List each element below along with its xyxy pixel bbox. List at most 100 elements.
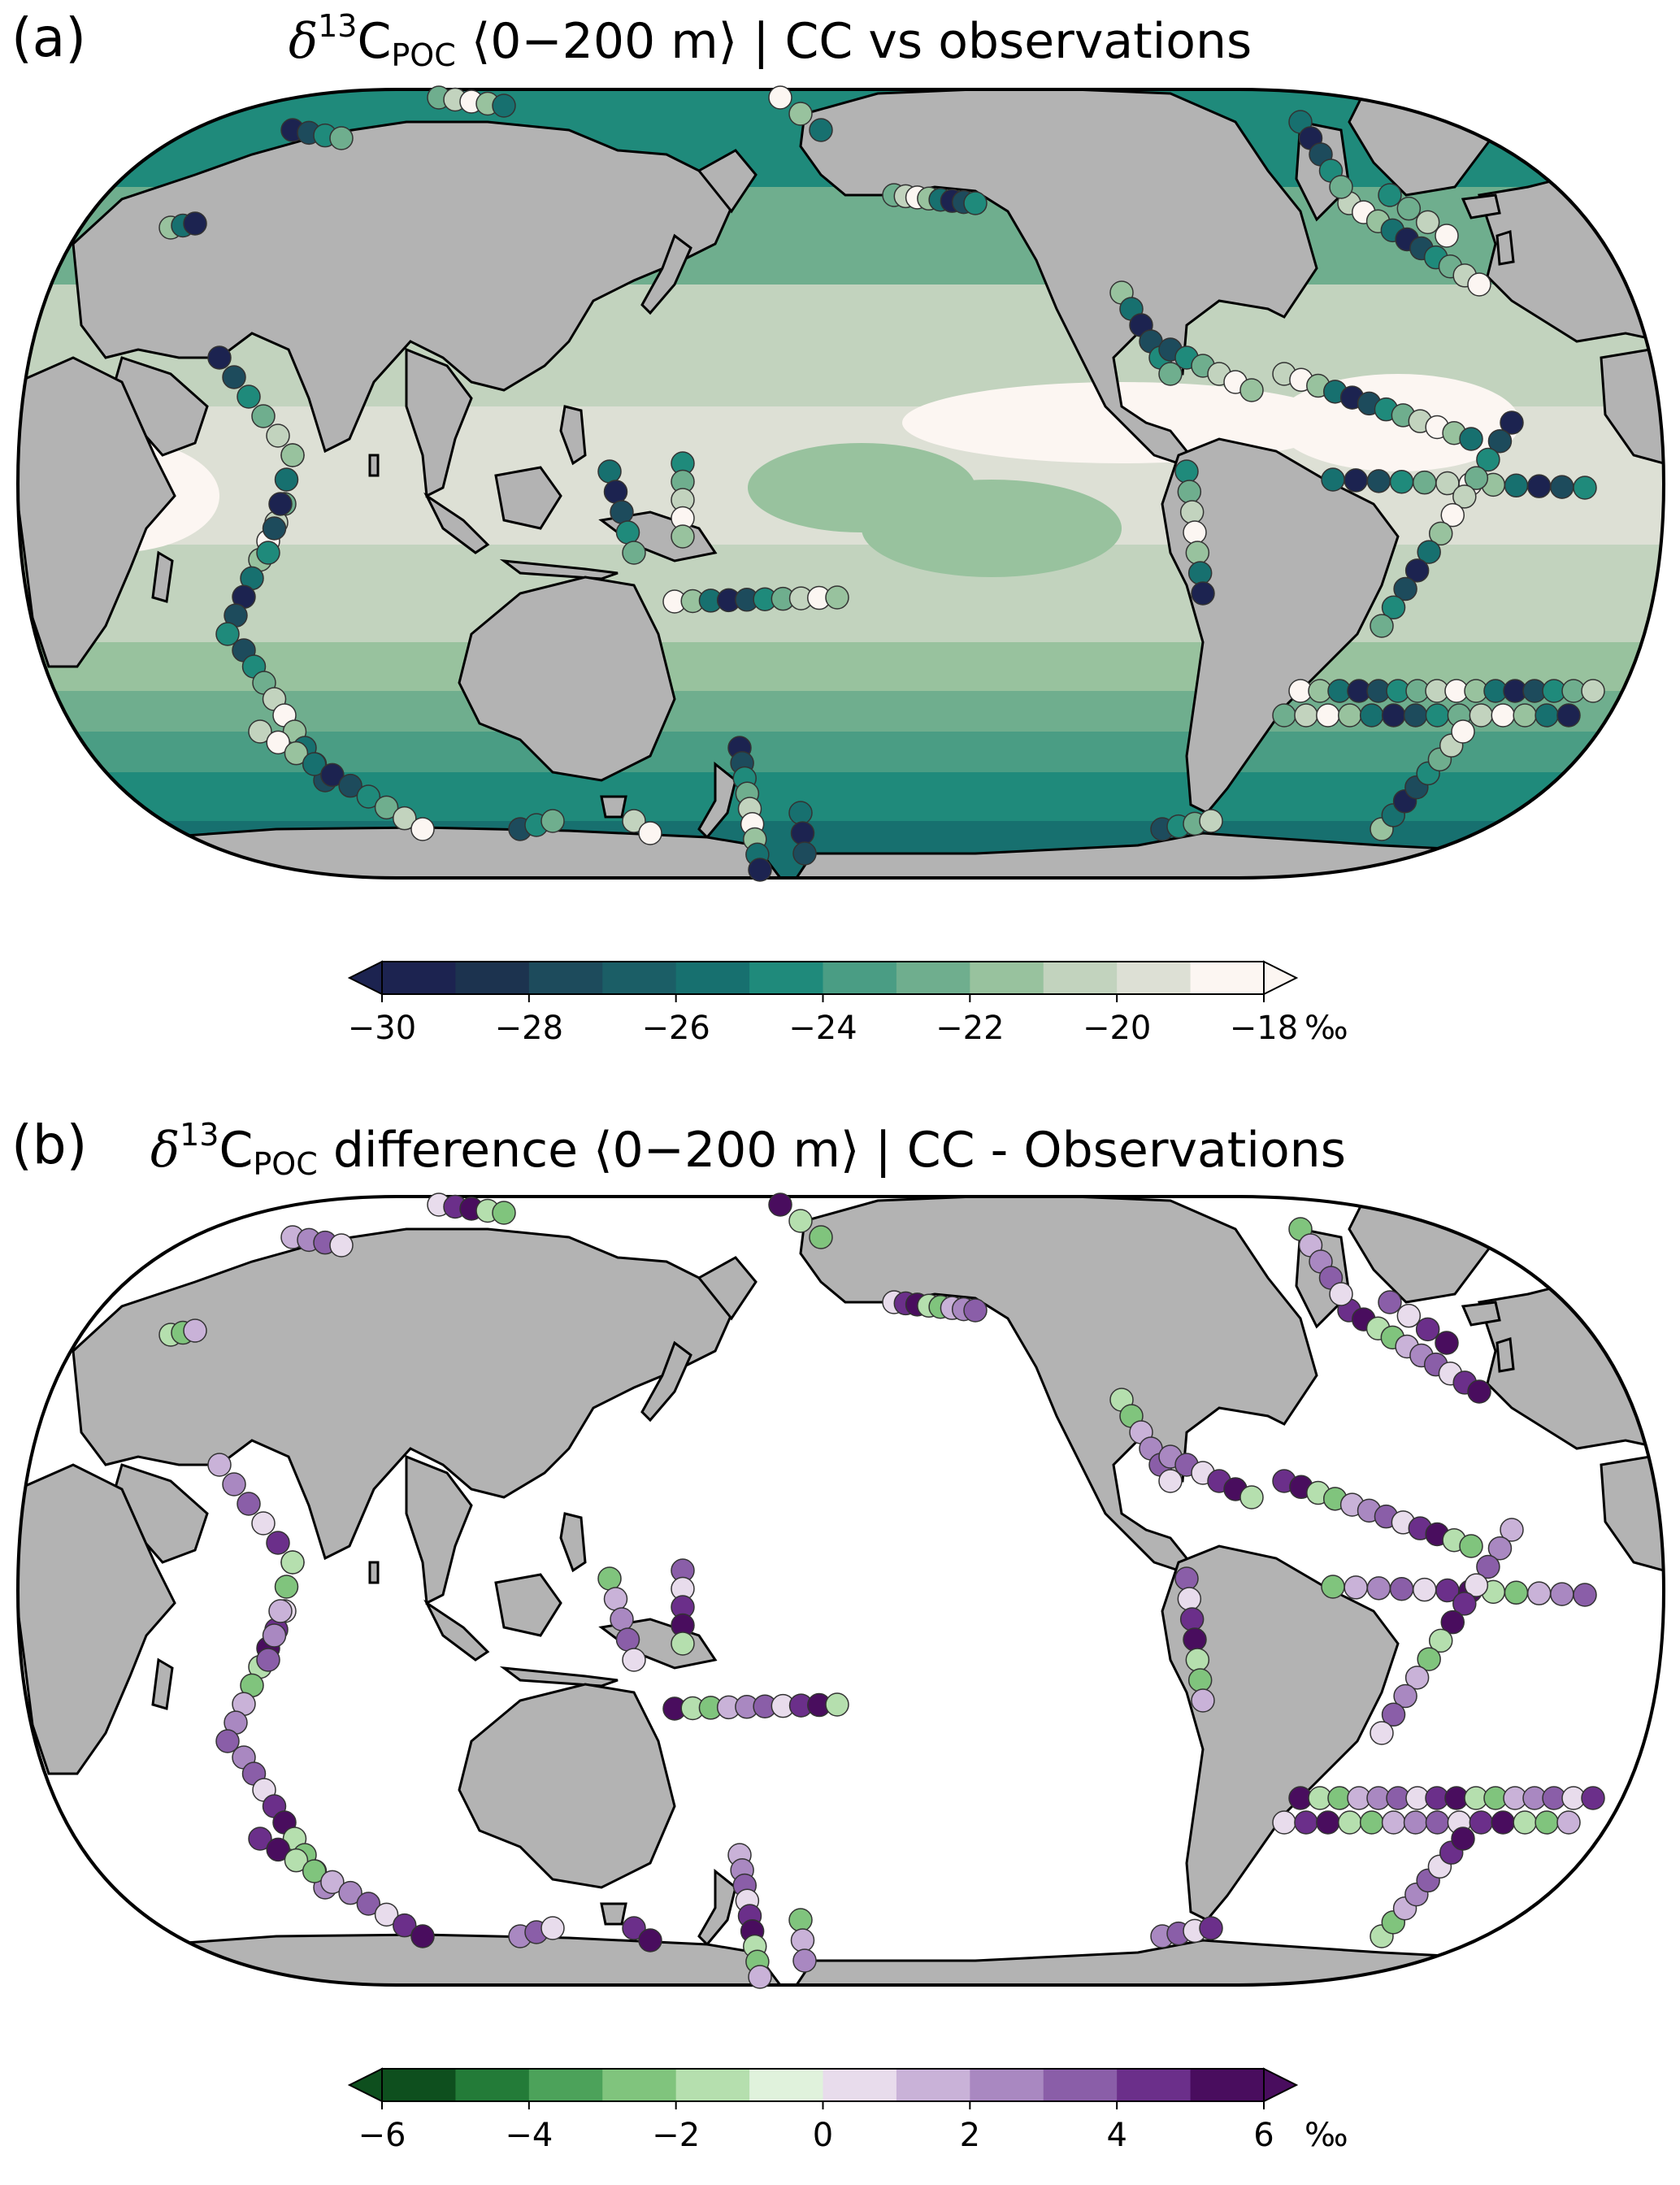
- difference-point: [268, 1599, 293, 1623]
- observation-point: [1158, 362, 1183, 386]
- observation-point: [788, 801, 813, 825]
- difference-point: [1381, 1702, 1406, 1727]
- difference-point: [963, 1298, 988, 1323]
- observation-point: [1459, 427, 1483, 451]
- observation-point: [597, 459, 622, 484]
- difference-point: [492, 1201, 516, 1225]
- difference-point: [256, 1648, 280, 1672]
- observation-point: [1467, 272, 1491, 297]
- difference-point: [1338, 1810, 1362, 1835]
- panel-a-title-rest: ⟨0−200 m⟩ | CC vs observations: [455, 13, 1252, 70]
- observation-point: [1378, 183, 1402, 207]
- difference-point: [1316, 1810, 1340, 1835]
- difference-point: [1404, 1666, 1430, 1690]
- observation-point: [1412, 470, 1437, 495]
- observation-point: [1581, 679, 1605, 703]
- colorbar-b-tick-label: 0: [813, 2117, 833, 2154]
- panel-a-title: δ13CPOC ⟨0−200 m⟩ | CC vs observations: [289, 11, 1252, 71]
- observation-point: [1550, 475, 1574, 499]
- observation-point: [338, 773, 362, 798]
- observation-point: [262, 516, 287, 541]
- colorbar-b-tick-label: −6: [358, 2117, 406, 2154]
- difference-point: [284, 1848, 309, 1873]
- difference-point: [615, 1627, 640, 1652]
- colorbar-b-tick-label: −2: [652, 2117, 700, 2154]
- difference-point: [638, 1928, 662, 1953]
- observation-point: [280, 443, 305, 467]
- colorbar-a-tick-label: −22: [936, 1010, 1004, 1047]
- difference-point: [1451, 1827, 1475, 1851]
- colorbar-b-extend-min: [347, 2067, 383, 2103]
- difference-point: [1344, 1575, 1368, 1600]
- difference-point: [1435, 1331, 1459, 1355]
- colorbar-a-tick-label: −20: [1083, 1010, 1151, 1047]
- difference-point: [671, 1631, 695, 1656]
- difference-point: [1191, 1688, 1215, 1713]
- panel-a-title-element: C: [357, 13, 392, 70]
- observation-point: [1187, 561, 1213, 585]
- panel-b-title-superscript: 13: [180, 1117, 219, 1153]
- observation-point: [1177, 480, 1202, 504]
- difference-point: [280, 1550, 305, 1575]
- panel-b-title-subscript: POC: [253, 1146, 318, 1182]
- difference-point: [1239, 1485, 1264, 1510]
- observation-point: [1393, 576, 1417, 602]
- observation-point: [748, 858, 772, 882]
- difference-point: [1370, 1721, 1394, 1745]
- observation-point: [1440, 502, 1465, 528]
- difference-point: [1581, 1786, 1605, 1810]
- observation-point: [1321, 467, 1345, 492]
- observation-point: [1464, 466, 1489, 490]
- observation-point: [1179, 500, 1205, 524]
- observation-point: [1183, 520, 1207, 545]
- observation-point: [1500, 411, 1524, 435]
- difference-point: [356, 1892, 381, 1916]
- difference-point: [1550, 1582, 1574, 1606]
- observation-point: [266, 424, 290, 448]
- colorbar-b-swatch: [675, 2069, 750, 2101]
- observation-point: [540, 809, 565, 833]
- colorbar-a-tick-label: −26: [641, 1010, 710, 1047]
- difference-point: [748, 1965, 772, 1989]
- difference-point: [1272, 1810, 1296, 1835]
- difference-point: [237, 1492, 261, 1516]
- observation-point: [1403, 703, 1428, 728]
- observation-point: [963, 191, 988, 215]
- observation-point: [302, 752, 327, 776]
- observation-point: [356, 784, 381, 809]
- difference-point: [374, 1902, 399, 1927]
- observation-point: [492, 93, 516, 118]
- observation-point: [1272, 703, 1296, 728]
- difference-point: [207, 1453, 232, 1477]
- difference-point: [1417, 1647, 1441, 1671]
- difference-point: [1440, 1609, 1465, 1635]
- observation-point: [1389, 469, 1414, 494]
- colorbar-a-extend-min: [347, 960, 383, 996]
- observation-point: [1573, 476, 1597, 500]
- observation-point: [1404, 558, 1430, 583]
- observation-point: [374, 795, 399, 820]
- difference-point: [1464, 1573, 1489, 1597]
- difference-point: [768, 1192, 792, 1217]
- observation-point: [1366, 469, 1391, 493]
- difference-point: [622, 1648, 646, 1672]
- colorbar-a-tick-label: −18: [1230, 1010, 1298, 1047]
- map-panel-b: [15, 1192, 1666, 1989]
- difference-point: [1469, 1810, 1494, 1835]
- observation-point: [222, 365, 246, 389]
- difference-point: [320, 1870, 345, 1895]
- difference-point: [393, 1913, 417, 1938]
- colorbar-a-tick-label: −30: [348, 1010, 416, 1047]
- observation-point: [809, 118, 833, 142]
- difference-point: [1403, 1810, 1428, 1835]
- difference-point: [1396, 1303, 1422, 1328]
- colorbar-b-tick-label: −4: [505, 2117, 553, 2154]
- observation-point: [1381, 703, 1406, 728]
- observation-point: [768, 85, 792, 110]
- observation-point: [615, 520, 640, 545]
- difference-point: [1491, 1810, 1515, 1835]
- colorbar-b-swatch: [1117, 2069, 1192, 2101]
- difference-point: [251, 1511, 276, 1536]
- difference-point: [540, 1916, 565, 1940]
- colorbar-a-swatch: [1190, 962, 1265, 994]
